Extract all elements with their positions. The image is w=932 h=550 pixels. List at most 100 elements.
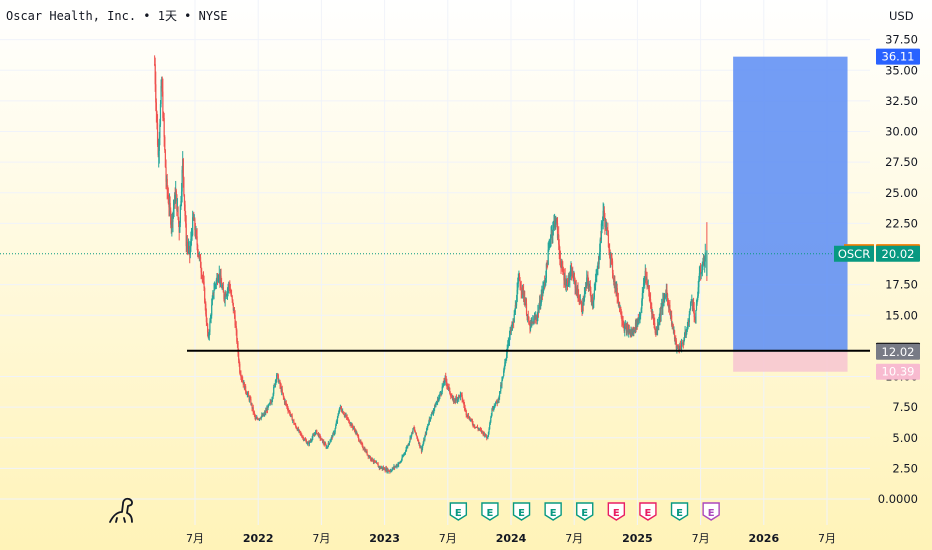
candle-body — [265, 410, 267, 414]
candle-body — [461, 394, 463, 400]
position-zones[interactable] — [733, 56, 848, 372]
candle-body — [333, 432, 336, 434]
earnings-label: E — [613, 508, 620, 519]
price-axis[interactable]: 37.50 35.00 32.50 30.00 27.50 25.00 22.50 17.50… — [878, 33, 918, 506]
candle-body — [641, 293, 643, 301]
candle-body — [260, 416, 262, 419]
candle-body — [285, 402, 287, 406]
stop-zone[interactable] — [733, 351, 848, 372]
candle-body — [273, 384, 275, 388]
candle-body — [669, 304, 671, 315]
candle-body — [432, 410, 435, 413]
candle-body — [642, 291, 644, 294]
candle-body — [316, 430, 318, 434]
candle-body — [667, 299, 669, 303]
candle-body — [493, 406, 495, 408]
candle-body — [405, 449, 407, 452]
candle-body — [698, 273, 701, 280]
candle-body — [617, 297, 619, 299]
candle-body — [374, 460, 376, 462]
candle-body — [590, 297, 593, 302]
candle-body — [376, 463, 379, 465]
candle-body — [293, 423, 296, 425]
candle-body — [394, 466, 396, 468]
x-tick-label: 2022 — [243, 532, 274, 545]
time-axis[interactable]: 7月 2022 7月 2023 7月 2024 7月 2025 7月 2026 7月 — [186, 532, 836, 545]
candle-body — [596, 267, 598, 275]
candle-body — [610, 254, 612, 258]
candle-body — [330, 437, 332, 441]
candle-body — [298, 430, 301, 432]
chart-title: Oscar Health, Inc. • 1天 • NYSE — [6, 9, 228, 23]
candle-body — [384, 468, 386, 471]
target-zone[interactable] — [733, 56, 848, 352]
earnings-label: E — [645, 508, 652, 519]
candle-body — [220, 275, 222, 283]
candle-body — [319, 435, 321, 439]
candle-body — [181, 169, 183, 192]
candle-body — [663, 296, 665, 300]
candle-body — [598, 258, 600, 265]
candle-body — [686, 329, 688, 331]
candle-body — [199, 257, 202, 268]
candle-body — [492, 408, 494, 410]
candle-body — [578, 300, 580, 302]
candle-body — [192, 217, 194, 235]
candle-body — [388, 469, 390, 472]
candle-body — [494, 405, 496, 407]
y-tick-label: 5.00 — [892, 431, 918, 445]
candle-body — [321, 438, 323, 440]
candle-body — [157, 144, 159, 156]
candle-body — [245, 391, 247, 394]
candle-body — [210, 315, 212, 318]
candle-body — [407, 444, 409, 448]
candle-body — [213, 290, 215, 294]
candle-body — [327, 446, 329, 448]
candle-body — [424, 433, 427, 437]
candle-body — [230, 291, 232, 295]
candle-body — [353, 428, 356, 430]
candle-body — [620, 306, 622, 315]
candle-body — [438, 395, 440, 398]
candle-body — [599, 239, 601, 252]
candle-body — [425, 429, 428, 434]
candle-body — [639, 315, 641, 319]
candle-body — [529, 322, 532, 330]
candle-body — [548, 247, 550, 250]
candle-body — [155, 102, 157, 112]
candle-body — [180, 191, 183, 202]
candle-body — [191, 234, 193, 237]
candle-body — [504, 362, 506, 368]
candle-body — [404, 451, 407, 453]
candle-body — [512, 320, 514, 325]
candle-body — [193, 215, 195, 221]
candle-body — [545, 263, 548, 279]
candle-body — [299, 431, 301, 433]
candle-body — [269, 402, 271, 404]
candle-body — [182, 158, 184, 178]
candle-body — [256, 417, 258, 419]
candle-body — [312, 435, 314, 438]
candle-body — [653, 320, 655, 323]
candle-body — [499, 391, 501, 393]
candle-body — [372, 461, 375, 463]
candle-body — [330, 440, 332, 442]
candle-body — [296, 428, 298, 430]
candle-body — [675, 340, 677, 349]
candle-body — [342, 411, 344, 414]
candle-body — [202, 278, 205, 282]
earnings-e-icon — [670, 502, 689, 521]
candle-body — [306, 443, 308, 445]
candle-body — [656, 324, 659, 330]
candle-body — [271, 399, 273, 403]
candle-body — [566, 280, 569, 286]
candle-body — [303, 439, 305, 441]
candle-body — [206, 322, 208, 324]
candle-body — [415, 432, 417, 436]
candle-body — [706, 250, 708, 277]
candle-body — [229, 284, 231, 291]
candle-body — [413, 427, 415, 429]
candle-body — [231, 295, 233, 300]
candle-body — [682, 342, 684, 344]
